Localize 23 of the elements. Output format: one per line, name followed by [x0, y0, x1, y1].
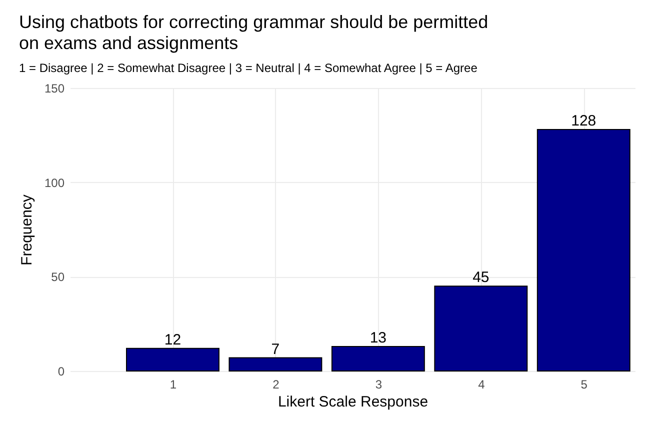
- bar: [434, 286, 528, 372]
- x-tick-label: 3: [375, 378, 382, 392]
- y-tick-label: 100: [44, 176, 65, 190]
- data-label: 7: [271, 340, 280, 358]
- x-tick-label: 2: [272, 378, 280, 392]
- chart-title: Using chatbots for correcting grammar should be permitted on exams and assignments: [18, 12, 488, 53]
- data-label: 45: [472, 269, 490, 286]
- x-axis-title: Likert Scale Response: [278, 394, 428, 410]
- data-label: 13: [370, 329, 387, 346]
- x-tick-label: 1: [170, 378, 177, 392]
- bar: [126, 348, 220, 372]
- data-label: 12: [164, 331, 182, 348]
- data-label: 128: [571, 112, 596, 130]
- y-tick-label: 0: [58, 364, 65, 378]
- bar: [331, 346, 425, 372]
- bar: [228, 357, 322, 372]
- y-tick-label: 50: [51, 270, 65, 284]
- y-axis-title: Frequency: [18, 194, 36, 266]
- bar: [536, 129, 630, 372]
- x-tick-label: 4: [478, 378, 486, 392]
- x-tick-label: 5: [580, 378, 588, 392]
- chart-subtitle: 1 = Disagree | 2 = Somewhat Disagree | 3 = Neutral | 4 = Somewhat Agree | 5 = Agree: [18, 61, 478, 75]
- y-tick-label: 150: [44, 82, 65, 96]
